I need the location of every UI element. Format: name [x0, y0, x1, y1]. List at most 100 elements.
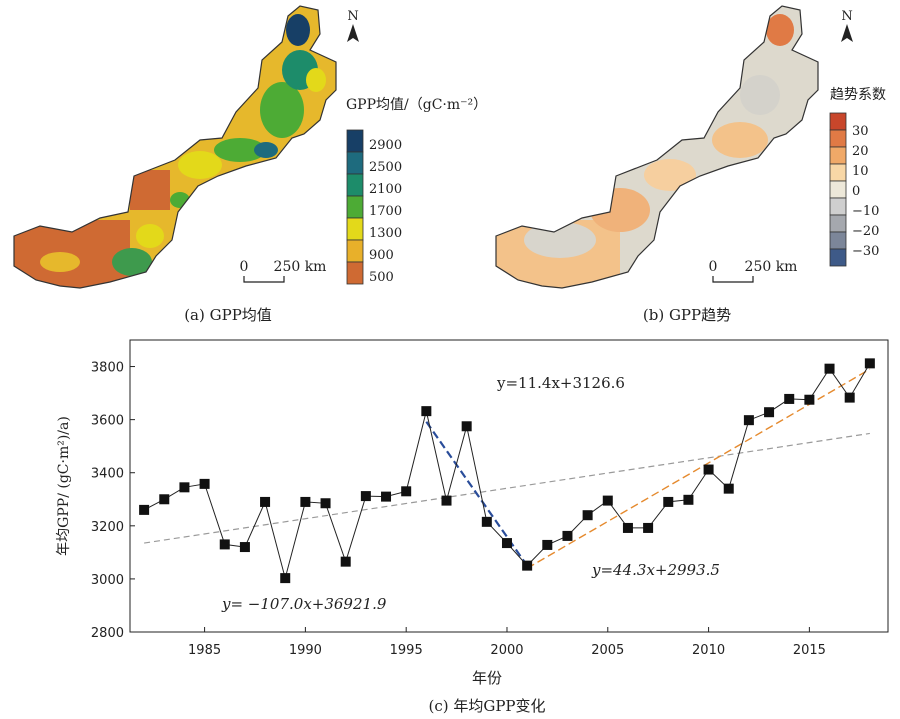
x-tick-label: 2000 [490, 643, 523, 658]
legend-title: GPP均值/（gC·m⁻²） [346, 97, 487, 113]
data-point [219, 539, 230, 550]
legend-swatch [829, 129, 847, 148]
data-point [864, 358, 875, 369]
legend-swatch [346, 217, 364, 241]
legend-label: 2100 [369, 182, 402, 197]
data-point [784, 393, 795, 404]
x-tick-label: 1995 [390, 643, 423, 658]
legend-swatch [829, 146, 847, 165]
gpp-trend-legend: 趋势系数 30 20 10 0 −10 −20 −30 [829, 87, 886, 267]
legend-swatch [829, 163, 847, 182]
plot-frame [129, 339, 889, 633]
legend-label: 1300 [369, 226, 402, 241]
data-point [643, 522, 654, 533]
data-point [280, 573, 291, 584]
data-point [300, 496, 311, 507]
x-tick-label: 2005 [591, 643, 624, 658]
scale-bar: 0 250 km [709, 259, 797, 283]
legend-swatch [829, 112, 847, 131]
legend-swatch [829, 214, 847, 233]
trend-line-overall [144, 432, 870, 544]
data-point [441, 495, 452, 506]
legend-swatch [829, 248, 847, 267]
x-tick-label: 2015 [793, 643, 826, 658]
data-point [582, 510, 593, 521]
legend-swatch [346, 239, 364, 263]
legend-label: 10 [852, 164, 869, 179]
equation-decline: y= −107.0x+36921.9 [221, 595, 387, 613]
legend-swatch [829, 231, 847, 250]
north-arrow-icon: N [841, 9, 853, 42]
scale-bar: 0 250 km [240, 259, 327, 283]
trend-line-rise [526, 368, 871, 569]
legend-label: 900 [369, 248, 394, 263]
north-arrow-icon: N [347, 9, 359, 42]
data-point [199, 478, 210, 489]
data-point [179, 482, 190, 493]
y-tick-label: 3200 [91, 520, 124, 535]
data-point [260, 496, 271, 507]
legend-label: −20 [852, 224, 879, 239]
data-point [703, 464, 714, 475]
y-tick-label: 2800 [91, 626, 124, 641]
caption-c: (c) 年均GPP变化 [428, 697, 545, 715]
legend-swatch [346, 129, 364, 153]
x-axis-label: 年份 [472, 669, 502, 687]
data-point [239, 542, 250, 553]
data-point [501, 538, 512, 549]
legend-swatch [829, 197, 847, 216]
data-point [522, 560, 533, 571]
data-point [461, 421, 472, 432]
svg-text:0: 0 [709, 259, 718, 275]
data-point [622, 522, 633, 533]
y-tick-label: 3800 [91, 361, 124, 376]
data-point [481, 516, 492, 527]
x-tick-label: 1990 [289, 643, 322, 658]
gpp-series-line [143, 363, 871, 581]
x-tick-label: 1985 [188, 643, 221, 658]
data-point [320, 498, 331, 509]
legend-label: 20 [852, 144, 869, 159]
legend-swatch [829, 180, 847, 199]
y-tick-label: 3400 [91, 467, 124, 482]
legend-label: 2900 [369, 138, 402, 153]
y-tick-label: 3000 [91, 573, 124, 588]
equation-overall: y=11.4x+3126.6 [496, 374, 625, 392]
legend-label: −30 [852, 244, 879, 259]
data-point [159, 494, 170, 505]
data-point [743, 415, 754, 426]
legend-swatch [346, 151, 364, 175]
legend-label: −10 [852, 204, 879, 219]
svg-text:250 km: 250 km [274, 259, 327, 275]
equation-rise: y=44.3x+2993.5 [591, 561, 720, 579]
data-point [562, 530, 573, 541]
gpp-mean-map [13, 5, 337, 289]
caption-b: (b) GPP趋势 [643, 306, 731, 324]
legend-label: 1700 [369, 204, 402, 219]
y-axis-label: 年均GPP/ (gC·m²)/a) [56, 416, 72, 556]
svg-text:N: N [347, 9, 358, 24]
data-point [844, 392, 855, 403]
data-point [340, 556, 351, 567]
data-point [139, 504, 150, 515]
data-point [542, 539, 553, 550]
legend-label: 500 [369, 270, 394, 285]
svg-text:N: N [841, 9, 852, 24]
data-point [360, 491, 371, 502]
data-point [381, 491, 392, 502]
data-point [804, 394, 815, 405]
data-point [824, 363, 835, 374]
legend-swatch [346, 173, 364, 197]
data-point [683, 494, 694, 505]
data-point [421, 406, 432, 417]
y-tick-label: 3600 [91, 414, 124, 429]
gpp-trend-map [495, 5, 819, 289]
legend-swatch [346, 261, 364, 285]
data-point [401, 486, 412, 497]
legend-label: 0 [852, 184, 860, 199]
data-point [723, 483, 734, 494]
legend-title: 趋势系数 [830, 87, 886, 103]
gpp-mean-legend: GPP均值/（gC·m⁻²） 2900 2500 2100 1700 1300 900 50… [346, 97, 487, 285]
svg-text:0: 0 [240, 259, 249, 275]
maps-figure: N N GPP均值/（gC·m⁻²） 2900 2500 2100 1700 1300 9… [13, 5, 886, 324]
